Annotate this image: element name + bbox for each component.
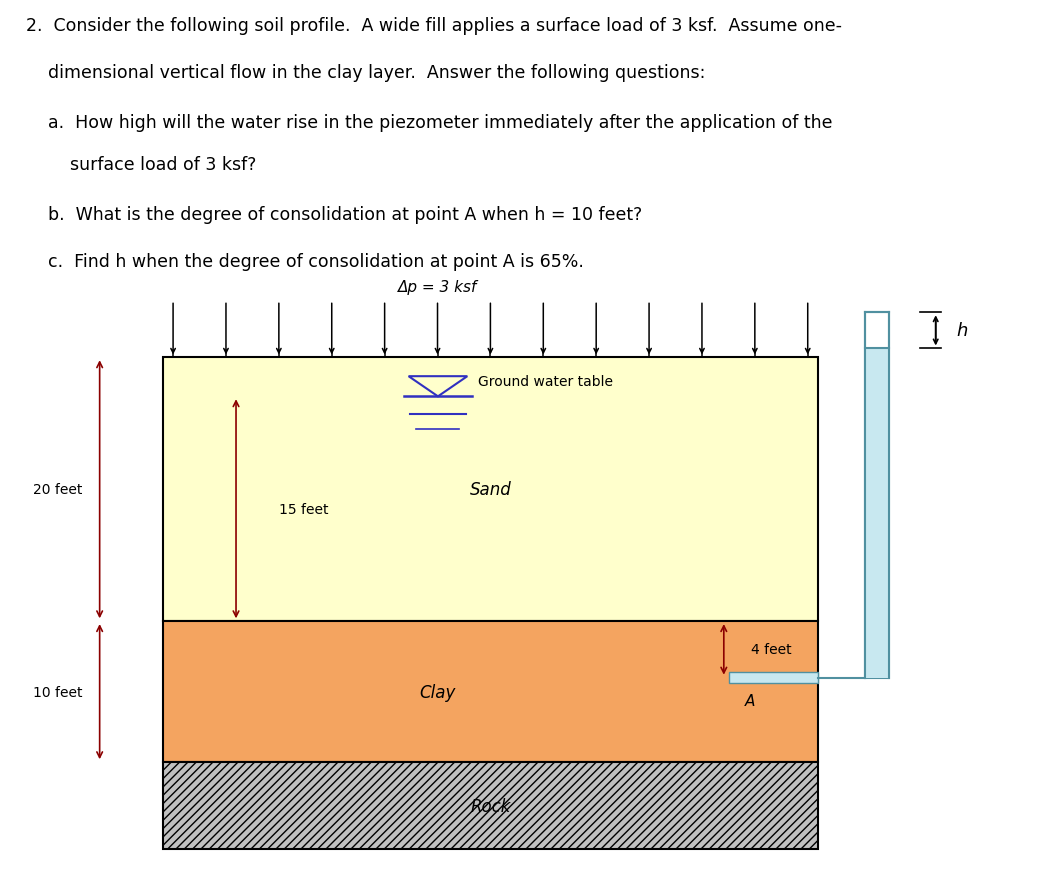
- Text: 10 feet: 10 feet: [33, 685, 83, 699]
- Text: Rock: Rock: [470, 797, 511, 814]
- Text: a.  How high will the water rise in the piezometer immediately after the applica: a. How high will the water rise in the p…: [26, 114, 833, 132]
- Bar: [865, 313, 889, 678]
- Text: 2.  Consider the following soil profile.  A wide fill applies a surface load of : 2. Consider the following soil profile. …: [26, 17, 842, 35]
- Text: Ground water table: Ground water table: [478, 375, 613, 389]
- Text: b.  What is the degree of consolidation at point A when h = 10 feet?: b. What is the degree of consolidation a…: [26, 206, 642, 224]
- Bar: [865, 349, 889, 678]
- Bar: [163, 763, 818, 849]
- Text: Clay: Clay: [420, 683, 456, 701]
- Text: 4 feet: 4 feet: [751, 643, 791, 657]
- Text: 15 feet: 15 feet: [279, 502, 329, 516]
- Text: h: h: [957, 322, 968, 340]
- Bar: [163, 621, 818, 763]
- Text: surface load of 3 ksf?: surface load of 3 ksf?: [26, 156, 256, 173]
- Text: A: A: [745, 693, 755, 708]
- Bar: [729, 672, 818, 683]
- Text: dimensional vertical flow in the clay layer.  Answer the following questions:: dimensional vertical flow in the clay la…: [26, 64, 705, 82]
- Text: c.  Find h when the degree of consolidation at point A is 65%.: c. Find h when the degree of consolidati…: [26, 253, 584, 271]
- Text: Sand: Sand: [470, 481, 511, 499]
- Text: 20 feet: 20 feet: [33, 483, 83, 497]
- Bar: [163, 358, 818, 621]
- Text: Δp = 3 ksf: Δp = 3 ksf: [399, 280, 477, 295]
